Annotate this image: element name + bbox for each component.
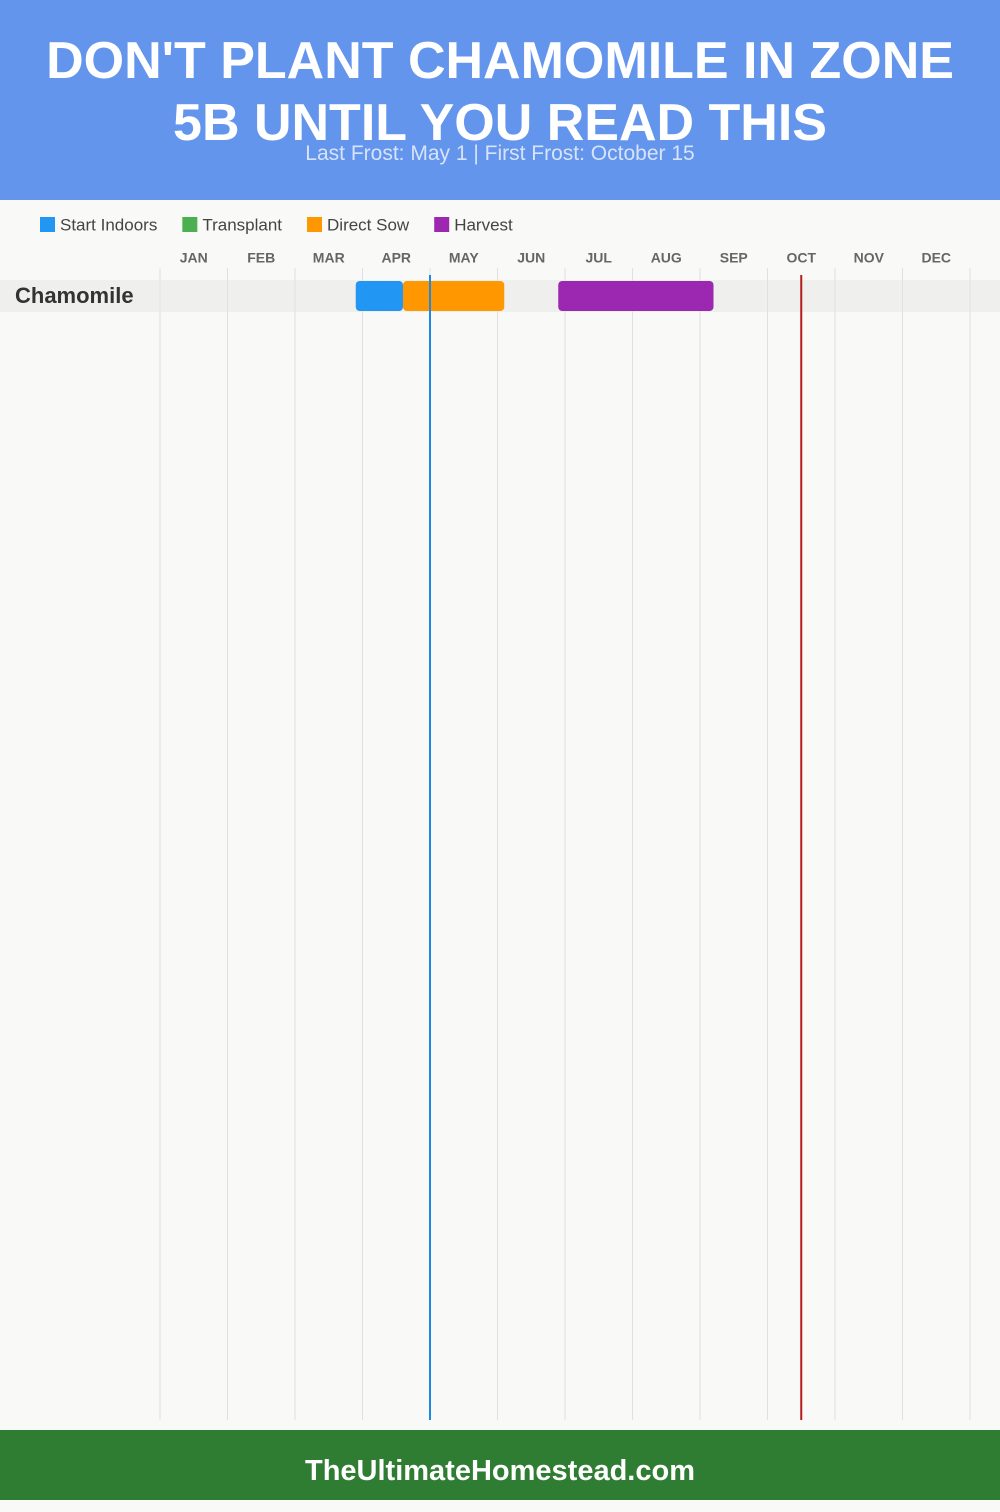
legend-label: Start Indoors bbox=[60, 215, 157, 234]
legend-label: Direct Sow bbox=[327, 215, 410, 234]
month-label: OCT bbox=[786, 250, 816, 266]
month-label: JAN bbox=[180, 250, 208, 266]
bar bbox=[403, 281, 505, 311]
legend-label: Harvest bbox=[454, 215, 513, 234]
bar bbox=[355, 281, 403, 311]
title: DON'T PLANT CHAMOMILE IN ZONE 5B UNTIL Y… bbox=[46, 32, 954, 152]
month-label: MAR bbox=[313, 250, 345, 266]
subtitle: Last Frost: May 1 | First Frost: October… bbox=[305, 142, 695, 165]
month-label: NOV bbox=[854, 250, 885, 266]
month-label: SEP bbox=[720, 250, 748, 266]
month-label: JUN bbox=[517, 250, 545, 266]
month-label: FEB bbox=[247, 250, 275, 266]
month-label: MAY bbox=[449, 250, 479, 266]
legend-swatch bbox=[434, 217, 450, 232]
month-label: AUG bbox=[651, 250, 682, 266]
footer: TheUltimateHomestead.com bbox=[0, 1430, 1000, 1500]
month-label: JUL bbox=[586, 250, 613, 266]
chart: JAN FEB MAR APR MAY JUN JUL AUG SEP OCT NOV DEC Star… bbox=[15, 215, 971, 1420]
legend-swatch bbox=[40, 217, 55, 232]
footer-text: TheUltimateHomestead.com bbox=[305, 1455, 695, 1487]
legend-label: Transplant bbox=[202, 215, 282, 234]
month-label: APR bbox=[381, 250, 411, 266]
legend-swatch bbox=[182, 217, 198, 232]
month-label: DEC bbox=[921, 250, 951, 266]
header: DON'T PLANT CHAMOMILE IN ZONE 5B UNTIL Y… bbox=[0, 0, 1000, 200]
row-label: Chamomile bbox=[15, 283, 134, 308]
legend-swatch bbox=[307, 217, 323, 232]
bar bbox=[558, 281, 714, 311]
